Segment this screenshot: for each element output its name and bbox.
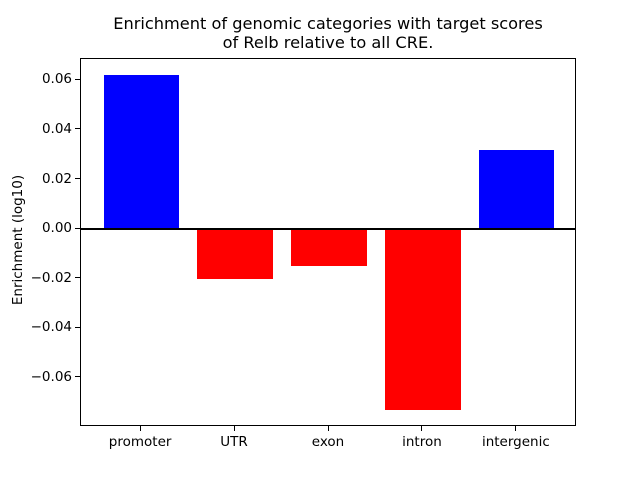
y-tick-label: 0.06: [41, 71, 72, 88]
bar-UTR: [197, 229, 273, 279]
x-tick-label: UTR: [220, 434, 248, 450]
x-tick: [233, 426, 235, 431]
bar-exon: [291, 229, 367, 267]
plot-area: [80, 57, 576, 426]
bar-intron: [385, 229, 461, 411]
zero-axis-line: [81, 228, 575, 231]
x-tick: [421, 426, 423, 431]
x-tick: [515, 426, 517, 431]
y-tick: [75, 376, 80, 378]
x-tick-label: exon: [311, 434, 345, 450]
bar-promoter: [103, 75, 179, 230]
x-tick: [139, 426, 141, 431]
chart-title: Enrichment of genomic categories with ta…: [113, 14, 543, 52]
y-tick-label: 0.02: [41, 170, 72, 187]
y-tick: [75, 128, 80, 130]
x-tick: [327, 426, 329, 431]
x-tick-label: promoter: [108, 434, 172, 450]
y-tick-label: −0.04: [30, 319, 72, 336]
y-tick-label: −0.02: [30, 269, 72, 286]
x-tick-label: intron: [402, 434, 442, 450]
x-tick-label: intergenic: [481, 434, 550, 450]
y-tick: [75, 277, 80, 279]
bar-intergenic: [479, 149, 555, 230]
y-tick: [75, 326, 80, 328]
y-tick-label: 0.00: [41, 220, 72, 237]
y-tick-label: 0.04: [41, 120, 72, 137]
y-tick-label: −0.06: [30, 368, 72, 385]
y-tick: [75, 78, 80, 80]
y-tick: [75, 178, 80, 180]
y-tick: [75, 227, 80, 229]
